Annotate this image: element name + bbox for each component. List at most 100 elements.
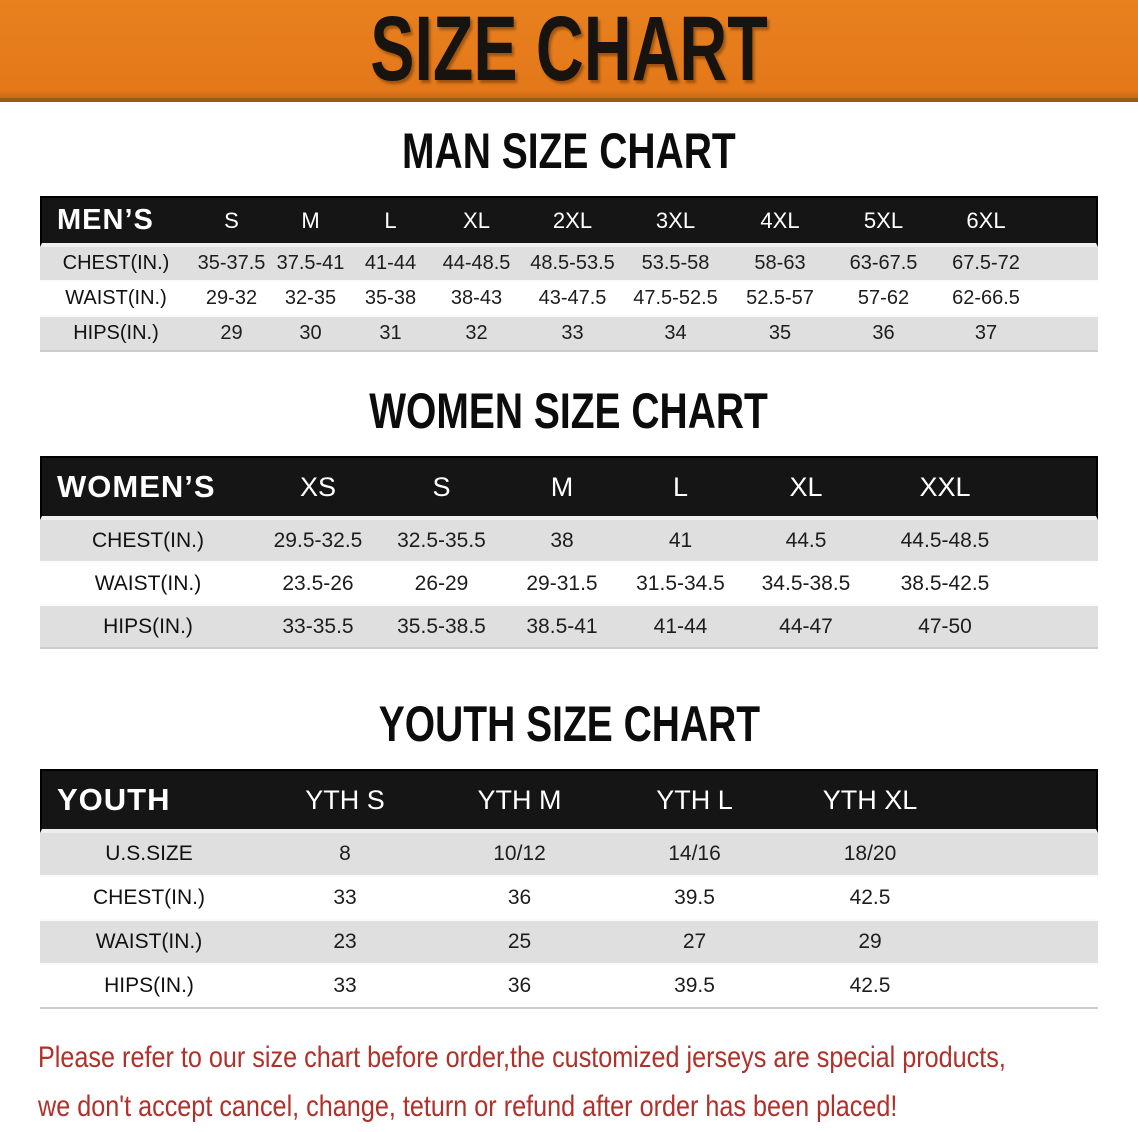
size-value-cell: 37.5-41	[271, 247, 350, 282]
size-value-cell: 29-31.5	[503, 563, 621, 606]
header-filler	[1018, 456, 1098, 520]
size-column-header: M	[271, 196, 350, 247]
size-value-cell: 58-63	[728, 247, 832, 282]
disclaimer-line-2: we don't accept cancel, change, teturn o…	[38, 1090, 898, 1123]
table-corner-label: YOUTH	[40, 769, 258, 833]
measurement-row: HIPS(IN.) 33 36 39.5 42.5	[40, 965, 1098, 1009]
size-value-cell: 30	[271, 317, 350, 352]
size-column-header: YTH XL	[782, 769, 958, 833]
size-value-cell: 27	[607, 921, 782, 965]
size-value-cell: 41-44	[621, 606, 740, 649]
youth-section-title-text: YOUTH SIZE CHART	[378, 696, 760, 752]
table-corner-label: WOMEN’S	[40, 456, 256, 520]
row-filler	[958, 833, 1098, 877]
table-corner-label: MEN’S	[40, 196, 192, 247]
size-column-header: 4XL	[728, 196, 832, 247]
size-value-cell: 10/12	[432, 833, 607, 877]
size-column-header: 3XL	[623, 196, 728, 247]
size-value-cell: 39.5	[607, 965, 782, 1009]
men-size-section: MAN SIZE CHART MEN’S S M L XL 2XL 3XL 4XL 5XL 6XL…	[0, 126, 1138, 352]
measurement-row-label: CHEST(IN.)	[40, 247, 192, 282]
size-column-header: 6XL	[935, 196, 1037, 247]
size-column-header: YTH S	[258, 769, 432, 833]
men-section-title-text: MAN SIZE CHART	[402, 123, 736, 179]
size-column-header: YTH L	[607, 769, 782, 833]
size-value-cell: 62-66.5	[935, 282, 1037, 317]
size-value-cell: 33	[522, 317, 623, 352]
measurement-row: U.S.SIZE 8 10/12 14/16 18/20	[40, 833, 1098, 877]
size-value-cell: 31	[350, 317, 431, 352]
size-value-cell: 42.5	[782, 965, 958, 1009]
size-column-header: M	[503, 456, 621, 520]
size-value-cell: 35-38	[350, 282, 431, 317]
size-column-header: XS	[256, 456, 380, 520]
size-value-cell: 47.5-52.5	[623, 282, 728, 317]
size-value-cell: 32	[431, 317, 522, 352]
row-filler	[1018, 520, 1098, 563]
size-value-cell: 43-47.5	[522, 282, 623, 317]
size-value-cell: 48.5-53.5	[522, 247, 623, 282]
size-value-cell: 42.5	[782, 877, 958, 921]
size-value-cell: 53.5-58	[623, 247, 728, 282]
measurement-row: WAIST(IN.) 23.5-26 26-29 29-31.5 31.5-34.5 34…	[40, 563, 1098, 606]
order-disclaimer: Please refer to our size chart before or…	[38, 1033, 1006, 1131]
measurement-row-label: WAIST(IN.)	[40, 282, 192, 317]
size-column-header: YTH M	[432, 769, 607, 833]
size-value-cell: 36	[432, 877, 607, 921]
measurement-row: HIPS(IN.) 29 30 31 32 33 34 35 36 37	[40, 317, 1098, 352]
size-value-cell: 23	[258, 921, 432, 965]
size-value-cell: 33	[258, 965, 432, 1009]
size-value-cell: 44.5	[740, 520, 872, 563]
size-value-cell: 35.5-38.5	[380, 606, 503, 649]
size-value-cell: 44-47	[740, 606, 872, 649]
size-value-cell: 14/16	[607, 833, 782, 877]
size-column-header: L	[621, 456, 740, 520]
row-filler	[958, 921, 1098, 965]
row-filler	[1018, 606, 1098, 649]
disclaimer-line-1: Please refer to our size chart before or…	[38, 1041, 1006, 1074]
youth-size-table: YOUTH YTH S YTH M YTH L YTH XL U.S.SIZE 8 10/1…	[40, 769, 1098, 1009]
youth-size-section: YOUTH SIZE CHART YOUTH YTH S YTH M YTH L YTH…	[0, 699, 1138, 1009]
size-column-header: S	[380, 456, 503, 520]
measurement-row-label: CHEST(IN.)	[40, 520, 256, 563]
size-value-cell: 38.5-41	[503, 606, 621, 649]
banner-title: SIZE CHART	[370, 0, 768, 100]
size-value-cell: 36	[832, 317, 935, 352]
measurement-row-label: U.S.SIZE	[40, 833, 258, 877]
size-column-header: XL	[431, 196, 522, 247]
measurement-row-label: HIPS(IN.)	[40, 965, 258, 1009]
men-section-title: MAN SIZE CHART	[0, 126, 1138, 176]
size-value-cell: 41-44	[350, 247, 431, 282]
size-value-cell: 33-35.5	[256, 606, 380, 649]
women-section-title: WOMEN SIZE CHART	[0, 386, 1138, 436]
youth-section-title: YOUTH SIZE CHART	[0, 699, 1138, 749]
size-value-cell: 44-48.5	[431, 247, 522, 282]
measurement-row-label: CHEST(IN.)	[40, 877, 258, 921]
women-section-title-text: WOMEN SIZE CHART	[369, 383, 769, 439]
size-column-header: 5XL	[832, 196, 935, 247]
size-value-cell: 39.5	[607, 877, 782, 921]
size-value-cell: 44.5-48.5	[872, 520, 1018, 563]
size-value-cell: 63-67.5	[832, 247, 935, 282]
men-size-table: MEN’S S M L XL 2XL 3XL 4XL 5XL 6XL CHEST(IN.) 35-3…	[40, 196, 1098, 352]
size-value-cell: 37	[935, 317, 1037, 352]
size-value-cell: 8	[258, 833, 432, 877]
row-filler	[1037, 247, 1098, 282]
measurement-row: HIPS(IN.) 33-35.5 35.5-38.5 38.5-41 41-44 44-…	[40, 606, 1098, 649]
measurement-row: CHEST(IN.) 29.5-32.5 32.5-35.5 38 41 44.5 44.5…	[40, 520, 1098, 563]
header-filler	[1037, 196, 1098, 247]
size-value-cell: 34.5-38.5	[740, 563, 872, 606]
size-value-cell: 33	[258, 877, 432, 921]
size-value-cell: 25	[432, 921, 607, 965]
size-value-cell: 36	[432, 965, 607, 1009]
measurement-row-label: HIPS(IN.)	[40, 317, 192, 352]
size-value-cell: 35	[728, 317, 832, 352]
size-header-row: WOMEN’S XS S M L XL XXL	[40, 456, 1098, 520]
measurement-row-label: WAIST(IN.)	[40, 921, 258, 965]
size-value-cell: 32-35	[271, 282, 350, 317]
measurement-row: CHEST(IN.) 33 36 39.5 42.5	[40, 877, 1098, 921]
row-filler	[958, 965, 1098, 1009]
row-filler	[1037, 317, 1098, 352]
women-size-table: WOMEN’S XS S M L XL XXL CHEST(IN.) 29.5-32.5 32.…	[40, 456, 1098, 649]
size-value-cell: 23.5-26	[256, 563, 380, 606]
